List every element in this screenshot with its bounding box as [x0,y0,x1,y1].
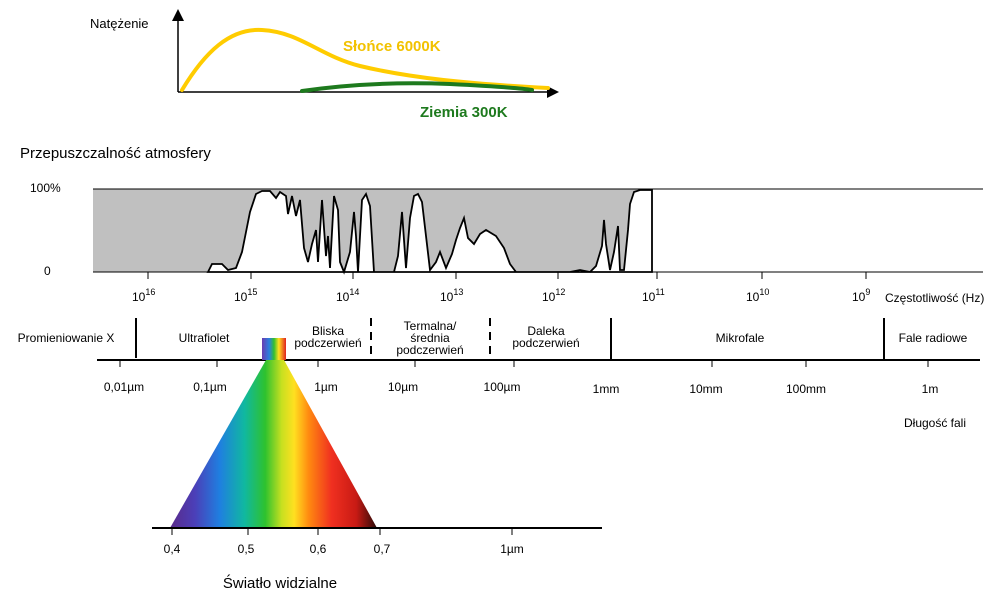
wl-tick-label: 0,01µm [104,380,144,394]
intensity-plot: Natężenie Słońce 6000K Ziemia 300K [90,9,559,121]
vis-tick-label: 0,6 [310,542,327,556]
wl-tick-label: 1m [922,382,939,396]
transmission-label-100: 100% [30,181,61,195]
freq-tick-label-1e14: 1014 [336,287,359,304]
frequency-axis: 1016 1015 1014 1013 1012 1011 1010 109 C… [132,272,984,305]
vis-tick-label: 1µm [500,542,524,556]
freq-tick-label-1e15: 1015 [234,287,257,304]
wl-tick-label: 100µm [484,380,521,394]
visible-spectrum-fan [170,360,377,528]
vis-tick-label: 0,5 [238,542,255,556]
band-uv: Ultrafiolet [179,331,230,345]
visible-light-expansion: 0,4 0,5 0,6 0,7 1µm Światło widzialne [152,338,602,592]
transmission-title: Przepuszczalność atmosfery [20,145,211,162]
freq-tick-label-1e10: 1010 [746,287,769,304]
intensity-title: Natężenie [90,16,149,31]
wl-tick-label: 1µm [314,380,338,394]
wl-tick-label: 10µm [388,380,418,394]
band-fir-line1: Daleka [527,324,565,338]
frequency-axis-label: Częstotliwość (Hz) [885,291,984,305]
transmission-plot: Przepuszczalność atmosfery 100% 0 [20,145,983,278]
freq-tick-label-1e13: 1013 [440,287,463,304]
wavelength-axis: 0,01µm 0,1µm 1µm 10µm 100µm 1mm 10mm 100… [97,359,980,430]
band-fir-line2: podczerwień [512,336,579,350]
earth-curve [300,81,534,93]
freq-tick-label-1e11: 1011 [642,287,665,304]
wavelength-axis-label: Długość fali [904,416,966,430]
band-radio: Fale radiowe [899,331,968,345]
freq-tick-label-1e12: 1012 [542,287,565,304]
spectrum-bands: Promieniowanie X Ultrafiolet Bliska podc… [18,318,968,360]
transmission-label-0: 0 [44,264,51,278]
transmission-window-area [206,189,653,275]
band-tir-line1: Termalna/ [404,319,457,333]
sun-curve [180,27,550,92]
band-xray: Promieniowanie X [18,331,115,345]
band-microwave: Mikrofale [716,331,765,345]
band-tir-line2: średnia [410,331,450,345]
visible-light-label: Światło widzialne [223,574,337,592]
wl-tick-label: 10mm [689,382,722,396]
vis-tick-label: 0,4 [164,542,181,556]
wl-tick-label: 100mm [786,382,826,396]
earth-label: Ziemia 300K [420,104,508,121]
freq-tick-label-1e16: 1016 [132,287,155,304]
vis-tick-label: 0,7 [374,542,391,556]
wl-tick-label: 0,1µm [193,380,227,394]
visible-band-stem [262,338,286,360]
band-nir-line2: podczerwień [294,336,361,350]
wl-tick-label: 1mm [593,382,620,396]
band-nir-line1: Bliska [312,324,344,338]
band-tir-line3: podczerwień [396,343,463,357]
freq-tick-label-1e9: 109 [852,287,870,304]
sun-label: Słońce 6000K [343,38,441,55]
